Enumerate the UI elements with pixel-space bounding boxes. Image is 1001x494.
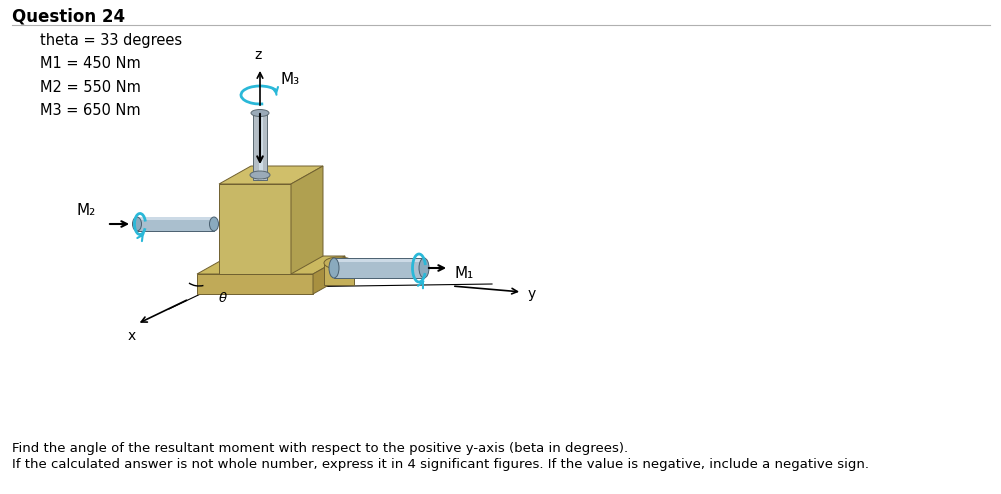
Polygon shape	[253, 113, 267, 180]
Ellipse shape	[329, 258, 339, 278]
Text: M₁: M₁	[454, 265, 473, 281]
Text: y: y	[528, 287, 537, 301]
Polygon shape	[219, 184, 291, 274]
Text: If the calculated answer is not whole number, express it in 4 significant figure: If the calculated answer is not whole nu…	[12, 458, 869, 471]
Polygon shape	[334, 258, 424, 278]
Ellipse shape	[251, 110, 269, 117]
Polygon shape	[137, 217, 214, 231]
Text: M₂: M₂	[77, 203, 96, 218]
Polygon shape	[291, 166, 323, 274]
Polygon shape	[334, 259, 424, 262]
Ellipse shape	[250, 171, 270, 179]
Text: Question 24: Question 24	[12, 8, 125, 26]
Text: Find the angle of the resultant moment with respect to the positive y-axis (beta: Find the angle of the resultant moment w…	[12, 442, 628, 455]
Text: θ: θ	[219, 292, 227, 305]
Text: x: x	[128, 329, 136, 343]
Text: z: z	[254, 48, 261, 62]
Text: M₃: M₃	[280, 72, 299, 87]
Polygon shape	[137, 217, 214, 220]
Polygon shape	[197, 256, 345, 274]
Polygon shape	[313, 256, 345, 294]
Polygon shape	[219, 166, 323, 184]
Ellipse shape	[209, 217, 218, 231]
Text: theta = 33 degrees
M1 = 450 Nm
M2 = 550 Nm
M3 = 650 Nm: theta = 33 degrees M1 = 450 Nm M2 = 550 …	[40, 33, 182, 118]
Polygon shape	[324, 263, 354, 285]
Polygon shape	[197, 274, 313, 294]
Ellipse shape	[419, 258, 429, 278]
Ellipse shape	[132, 217, 141, 231]
Polygon shape	[259, 113, 263, 180]
Ellipse shape	[324, 257, 354, 269]
